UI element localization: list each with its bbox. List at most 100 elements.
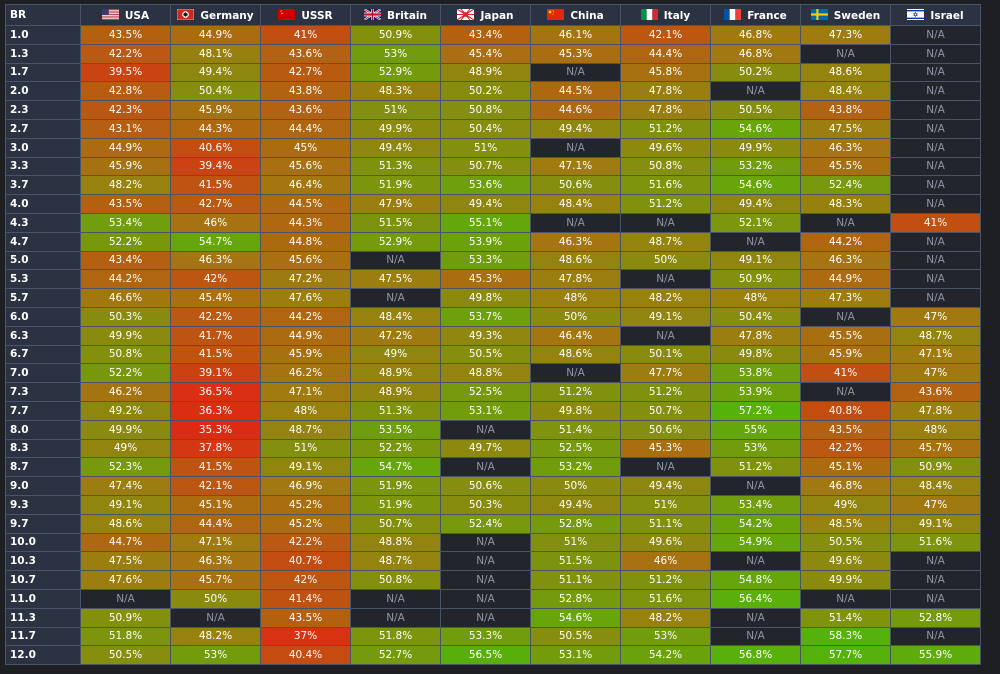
heatmap-cell: 48.3% <box>801 195 890 213</box>
heatmap-cell: 48.4% <box>531 195 620 213</box>
table-row: 1.0 43.5% 44.9% 41% 50.9% 43.4% 46.1% 42.1% 46.8… <box>6 26 980 44</box>
heatmap-cell: 39.4% <box>171 157 260 176</box>
column-header-label: Israel <box>930 9 964 22</box>
heatmap-cell: 48% <box>891 420 980 439</box>
column-header-ussr[interactable]: USSR <box>261 5 350 25</box>
heatmap-cell: 51.5% <box>531 552 620 571</box>
heatmap-cell: 51% <box>621 495 710 514</box>
heatmap-cell: 49.7% <box>441 439 530 458</box>
br-label: 1.3 <box>6 44 80 63</box>
heatmap-cell: 40.6% <box>171 138 260 157</box>
heatmap-cell: 53.2% <box>711 157 800 176</box>
heatmap-cell: 47.7% <box>621 364 710 383</box>
heatmap-cell: 49.3% <box>441 326 530 345</box>
heatmap-cell: 49.2% <box>81 401 170 420</box>
heatmap-cell: 48.9% <box>351 383 440 401</box>
heatmap-cell: 48.3% <box>351 82 440 101</box>
column-header-sweden[interactable]: Sweden <box>801 5 890 25</box>
column-header-usa[interactable]: USA <box>81 5 170 25</box>
column-header-italy[interactable]: Italy <box>621 5 710 25</box>
heatmap-cell: 43.1% <box>81 119 170 138</box>
heatmap-cell: 49.8% <box>711 345 800 364</box>
heatmap-cell-na: N/A <box>441 552 530 571</box>
heatmap-cell: 43.6% <box>891 383 980 401</box>
table-row: 7.3 46.2% 36.5% 47.1% 48.9% 52.5% 51.2% 51.2% 53… <box>6 383 980 401</box>
heatmap-cell: 50.5% <box>81 646 170 665</box>
france-flag-icon <box>724 8 742 20</box>
heatmap-cell: 57.2% <box>711 401 800 420</box>
heatmap-cell: 47% <box>891 364 980 383</box>
heatmap-cell: 49.6% <box>621 533 710 552</box>
heatmap-cell: 47.1% <box>531 157 620 176</box>
heatmap-cell: 51% <box>441 138 530 157</box>
heatmap-cell: 47.1% <box>891 345 980 364</box>
column-header-label: France <box>747 9 787 22</box>
heatmap-cell: 50.7% <box>621 401 710 420</box>
heatmap-cell: 44.3% <box>171 119 260 138</box>
heatmap-cell: 36.5% <box>171 383 260 401</box>
br-label: 5.7 <box>6 289 80 307</box>
column-header-china[interactable]: China <box>531 5 620 25</box>
heatmap-cell-na: N/A <box>891 101 980 119</box>
heatmap-cell: 50.1% <box>621 345 710 364</box>
heatmap-cell-na: N/A <box>891 552 980 571</box>
br-label: 10.3 <box>6 552 80 571</box>
heatmap-cell: 48% <box>711 289 800 307</box>
heatmap-cell-na: N/A <box>441 571 530 589</box>
heatmap-cell-na: N/A <box>351 589 440 608</box>
heatmap-cell: 50% <box>621 251 710 270</box>
heatmap-cell: 42.7% <box>261 63 350 82</box>
heatmap-cell-na: N/A <box>891 176 980 195</box>
heatmap-cell: 40.8% <box>801 401 890 420</box>
heatmap-cell: 50.8% <box>81 345 170 364</box>
heatmap-cell: 51.3% <box>351 401 440 420</box>
heatmap-cell: 43.4% <box>81 251 170 270</box>
heatmap-cell: 41% <box>801 364 890 383</box>
heatmap-container: BR USA Germany USSR Britain Japan China Italy F… <box>5 4 981 666</box>
heatmap-cell: 48.2% <box>171 627 260 646</box>
heatmap-cell: 44.4% <box>621 44 710 63</box>
heatmap-cell: 47% <box>891 495 980 514</box>
br-label: 3.7 <box>6 176 80 195</box>
heatmap-cell: 52.3% <box>81 458 170 477</box>
heatmap-cell-na: N/A <box>891 251 980 270</box>
heatmap-cell: 49% <box>351 345 440 364</box>
heatmap-cell: 49.1% <box>621 307 710 326</box>
heatmap-cell: 51.2% <box>711 458 800 477</box>
table-row: 11.0 N/A 50% 41.4% N/A N/A 52.8% 51.6% 56.4% N/A N… <box>6 589 980 608</box>
table-row: 6.0 50.3% 42.2% 44.2% 48.4% 53.7% 50% 49.1% 50.4… <box>6 307 980 326</box>
table-row: 9.7 48.6% 44.4% 45.2% 50.7% 52.4% 52.8% 51.1% 54… <box>6 514 980 533</box>
heatmap-cell: 45.6% <box>261 251 350 270</box>
column-header-japan[interactable]: Japan <box>441 5 530 25</box>
table-row: 7.7 49.2% 36.3% 48% 51.3% 53.1% 49.8% 50.7% 57.2… <box>6 401 980 420</box>
heatmap-cell: 53.1% <box>531 646 620 665</box>
column-header-france[interactable]: France <box>711 5 800 25</box>
israel-flag-icon <box>907 8 925 20</box>
table-row: 10.0 44.7% 47.1% 42.2% 48.8% N/A 51% 49.6% 54.9%… <box>6 533 980 552</box>
column-header-label: USSR <box>301 9 333 22</box>
heatmap-cell: 56.8% <box>711 646 800 665</box>
table-row: 2.3 42.3% 45.9% 43.6% 51% 50.8% 44.6% 47.8% 50.5… <box>6 101 980 119</box>
column-header-germany[interactable]: Germany <box>171 5 260 25</box>
heatmap-cell: 50.3% <box>81 307 170 326</box>
column-header-label: Germany <box>200 9 254 22</box>
heatmap-cell: 50.4% <box>171 82 260 101</box>
heatmap-cell: 53.6% <box>441 176 530 195</box>
heatmap-cell: 48.7% <box>621 232 710 251</box>
table-row: 5.7 46.6% 45.4% 47.6% N/A 49.8% 48% 48.2% 48% 47.… <box>6 289 980 307</box>
table-row: 1.3 42.2% 48.1% 43.6% 53% 45.4% 45.3% 44.4% 46.8… <box>6 44 980 63</box>
column-header-israel[interactable]: Israel <box>891 5 980 25</box>
heatmap-cell: 50.9% <box>711 270 800 289</box>
heatmap-cell: 45.5% <box>801 326 890 345</box>
heatmap-cell-na: N/A <box>891 63 980 82</box>
column-header-label: Italy <box>663 9 691 22</box>
heatmap-cell: 56.5% <box>441 646 530 665</box>
heatmap-cell-na: N/A <box>81 589 170 608</box>
table-row: 8.7 52.3% 41.5% 49.1% 54.7% N/A 53.2% N/A 51.2% 4… <box>6 458 980 477</box>
table-row: 4.3 53.4% 46% 44.3% 51.5% 55.1% N/A N/A 52.1% N/A… <box>6 213 980 232</box>
table-row: 2.0 42.8% 50.4% 43.8% 48.3% 50.2% 44.5% 47.8% N/… <box>6 82 980 101</box>
column-header-britain[interactable]: Britain <box>351 5 440 25</box>
heatmap-cell: 50.7% <box>351 514 440 533</box>
heatmap-cell: 51.4% <box>531 420 620 439</box>
br-label: 11.3 <box>6 608 80 627</box>
